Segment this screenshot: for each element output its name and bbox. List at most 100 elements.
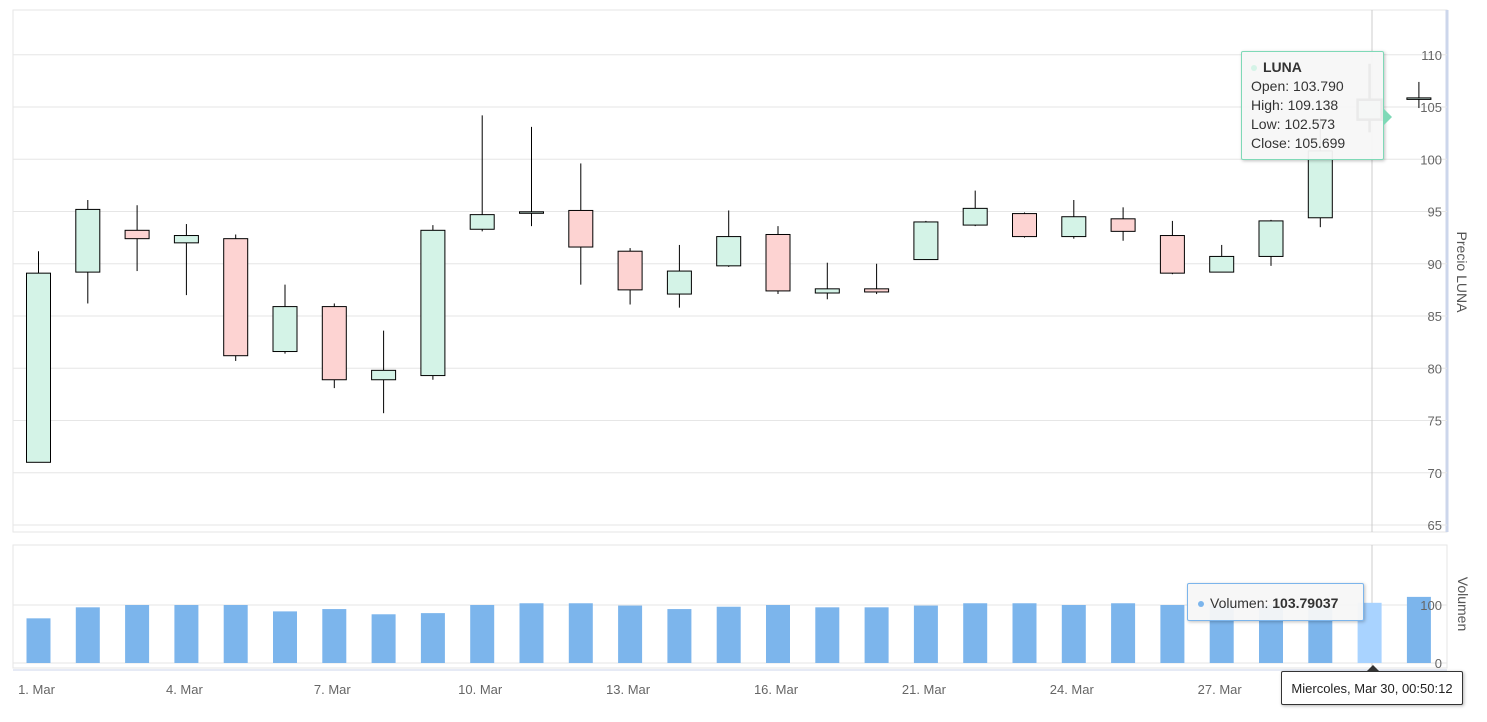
volume-tick-label: 0 xyxy=(1435,656,1442,671)
candle-body xyxy=(321,306,347,381)
volume-bar xyxy=(618,605,643,663)
volume-tick-label: 100 xyxy=(1420,598,1442,613)
volume-bar xyxy=(864,607,889,663)
volume-series xyxy=(26,596,1431,663)
volume-bar xyxy=(273,611,297,663)
candle-body xyxy=(1159,235,1185,274)
x-tick-label: 7. Mar xyxy=(314,682,352,697)
y-tick-label: 95 xyxy=(1428,205,1442,220)
series-dot-icon xyxy=(1251,65,1257,72)
volume-tooltip: Volumen: 103.79037 xyxy=(1187,583,1364,621)
x-tick-label: 16. Mar xyxy=(754,682,799,697)
candle-body xyxy=(1110,218,1136,232)
tooltip-open-label: Open: xyxy=(1251,78,1290,94)
tooltip-pointer xyxy=(1383,108,1392,126)
candle-body xyxy=(1061,216,1087,238)
x-tick-label: 24. Mar xyxy=(1050,682,1095,697)
tooltip-pointer xyxy=(1366,665,1380,672)
tooltip-high-value: 109.138 xyxy=(1287,97,1339,113)
y-tick-label: 85 xyxy=(1428,309,1442,324)
volume-bar xyxy=(913,605,938,663)
volume-bar xyxy=(75,607,100,663)
volume-bar xyxy=(1061,605,1086,663)
volume-axis-title: Volumen xyxy=(1455,577,1471,631)
candle-body xyxy=(75,208,101,273)
volume-bar xyxy=(1111,603,1136,663)
tooltip-close-value: 105.699 xyxy=(1294,135,1346,151)
candle-body xyxy=(469,214,495,230)
candle-body xyxy=(765,233,791,292)
tooltip-open-value: 103.790 xyxy=(1293,78,1344,94)
candle-body xyxy=(1258,220,1284,257)
candle-body xyxy=(173,235,199,244)
tooltip-high-label: High: xyxy=(1251,97,1284,113)
x-tick-label: 4. Mar xyxy=(166,682,204,697)
candle-body xyxy=(519,211,544,214)
volume-bar xyxy=(470,605,495,663)
volume-bar xyxy=(26,618,51,663)
candle-body xyxy=(1406,97,1432,100)
volume-bar xyxy=(125,605,150,663)
candle-body xyxy=(666,270,692,295)
x-tick-label: 13. Mar xyxy=(606,682,651,697)
y-tick-label: 65 xyxy=(1428,518,1442,533)
y-tick-label: 90 xyxy=(1428,257,1442,272)
candle-body xyxy=(864,288,890,293)
volume-bar xyxy=(667,609,692,663)
price-axis-ticks: 65 70 75 80 85 90 95 100 105 110 xyxy=(1420,48,1442,533)
candle-body xyxy=(124,229,150,240)
y-tick-label: 75 xyxy=(1428,414,1442,429)
series-dot-icon xyxy=(1198,601,1204,608)
y-tick-label: 110 xyxy=(1421,48,1442,63)
volume-bar xyxy=(1012,603,1037,663)
volume-axis-ticks: 0 100 xyxy=(1420,598,1442,671)
tooltip-series-name: LUNA xyxy=(1263,59,1302,75)
candle-body xyxy=(223,238,249,357)
volume-bar xyxy=(963,603,988,663)
volume-bar xyxy=(1406,596,1431,663)
candle-body xyxy=(420,229,446,377)
volume-tooltip-value: 103.79037 xyxy=(1272,595,1339,611)
candle-body xyxy=(1307,150,1333,219)
x-tick-label: 21. Mar xyxy=(902,682,947,697)
y-tick-label: 80 xyxy=(1428,361,1442,376)
candle-body xyxy=(1012,213,1037,238)
y-tick-label: 105 xyxy=(1420,100,1442,115)
volume-bar xyxy=(371,614,396,663)
candle-body xyxy=(1209,255,1235,273)
candle-body xyxy=(913,221,939,261)
tooltip-close-label: Close: xyxy=(1251,135,1291,151)
ohlc-tooltip: LUNA Open: 103.790 High: 109.138 Low: 10… xyxy=(1241,51,1392,160)
y-tick-label: 70 xyxy=(1428,466,1442,481)
volume-bar xyxy=(1160,605,1185,663)
candle-body xyxy=(272,306,298,353)
volume-bar xyxy=(716,606,741,663)
volume-bar xyxy=(420,613,445,663)
candle-body xyxy=(568,209,594,248)
x-tick-label: 10. Mar xyxy=(458,682,503,697)
y-tick-label: 100 xyxy=(1420,152,1442,167)
volume-bar xyxy=(322,609,347,663)
volume-bar xyxy=(766,605,790,663)
candle-body xyxy=(814,288,840,294)
date-tooltip: Miercoles, Mar 30, 00:50:12 xyxy=(1281,665,1463,705)
tooltip-low-value: 102.573 xyxy=(1284,116,1336,132)
volume-bar xyxy=(568,603,593,663)
volume-plot-frame xyxy=(12,544,1448,669)
candle-body xyxy=(371,369,397,381)
volume-bar xyxy=(223,605,248,663)
date-tooltip-text: Miercoles, Mar 30, 00:50:12 xyxy=(1291,681,1453,696)
candle-body xyxy=(962,207,988,226)
x-tick-label: 27. Mar xyxy=(1198,682,1243,697)
tooltip-low-label: Low: xyxy=(1251,116,1281,132)
volume-bar xyxy=(519,603,544,663)
x-tick-label: 1. Mar xyxy=(18,682,56,697)
volume-bar xyxy=(815,607,840,663)
price-gridlines xyxy=(12,9,1449,533)
x-axis-ticks: 1. Mar 4. Mar 7. Mar 10. Mar 13. Mar 16. Mar 2… xyxy=(18,682,1242,697)
price-axis-title: Precio LUNA xyxy=(1454,232,1470,314)
volume-bar xyxy=(174,605,199,663)
volume-tooltip-label: Volumen: xyxy=(1210,595,1269,611)
candle-body xyxy=(26,272,51,463)
